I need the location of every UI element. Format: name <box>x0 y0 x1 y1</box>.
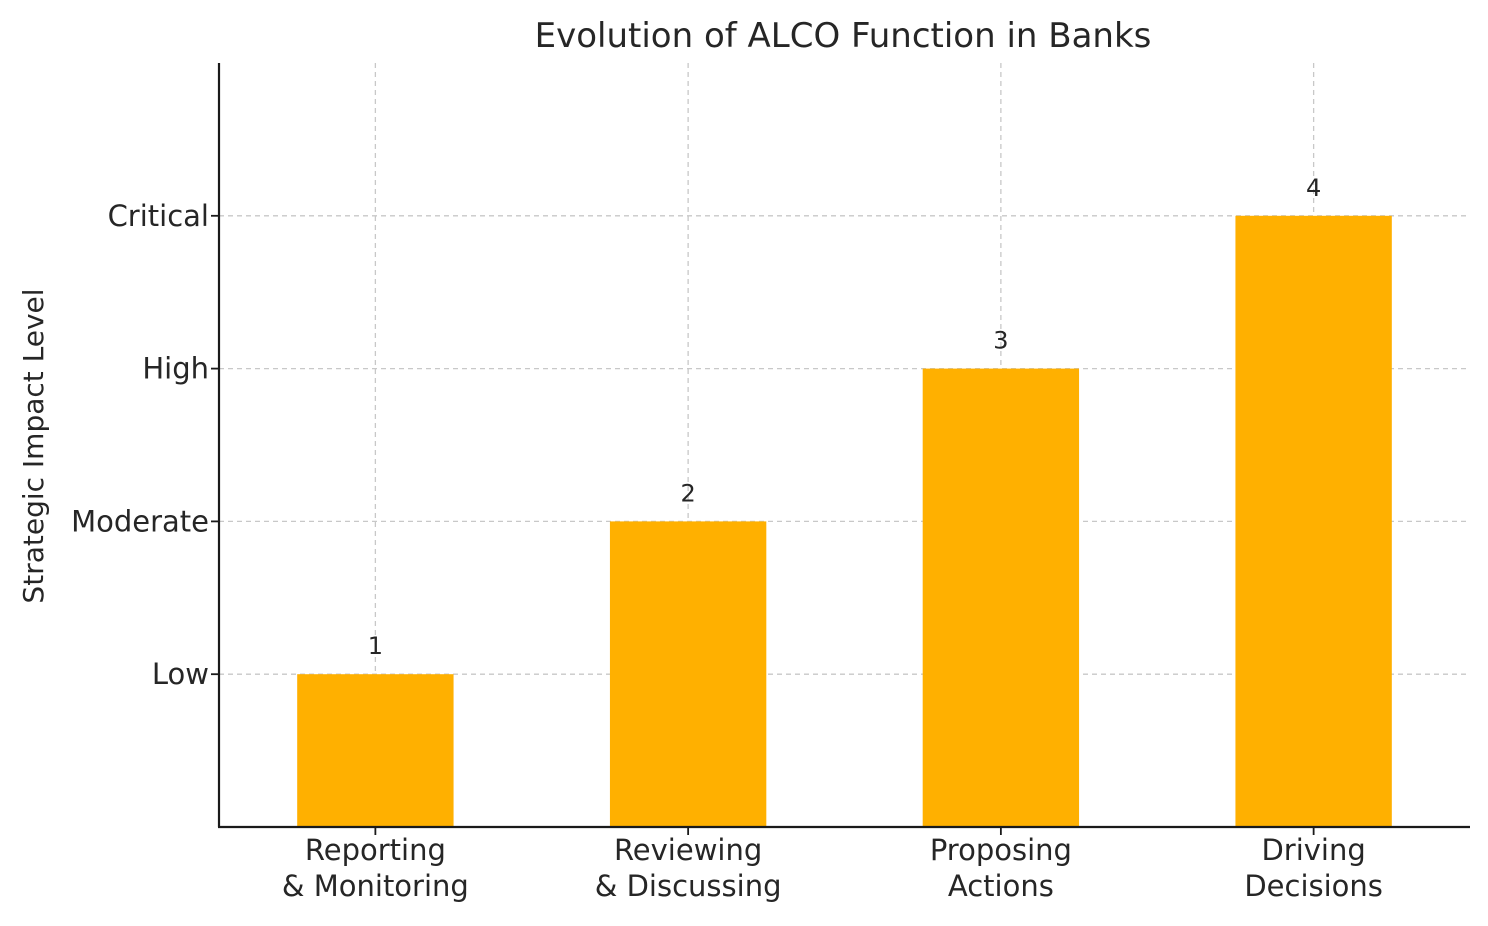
y-tick-label: High <box>142 352 209 386</box>
bar <box>609 521 767 827</box>
y-axis-label: Strategic Impact Level <box>17 288 50 603</box>
bar-data-label: 3 <box>993 327 1008 355</box>
y-tick-label: Moderate <box>71 504 209 538</box>
label-layer: Evolution of ALCO Function in Banks Stra… <box>17 16 1383 903</box>
x-tick-label: Proposing Actions <box>930 833 1072 903</box>
bar-layer <box>297 215 1392 828</box>
bar <box>922 368 1080 827</box>
x-tick-label: Reporting & Monitoring <box>282 833 469 903</box>
y-tick-label: Low <box>152 657 209 691</box>
axis-layer <box>211 63 1470 835</box>
bar-data-label: 2 <box>680 479 695 507</box>
chart-title: Evolution of ALCO Function in Banks <box>535 16 1152 56</box>
bar-data-label: 4 <box>1306 174 1321 202</box>
y-tick-label: Critical <box>108 199 209 233</box>
bar <box>1235 215 1392 828</box>
bar-data-label: 1 <box>368 632 383 660</box>
x-tick-label: Reviewing & Discussing <box>595 833 782 903</box>
bar <box>297 674 454 827</box>
x-tick-label: Driving Decisions <box>1244 833 1383 903</box>
